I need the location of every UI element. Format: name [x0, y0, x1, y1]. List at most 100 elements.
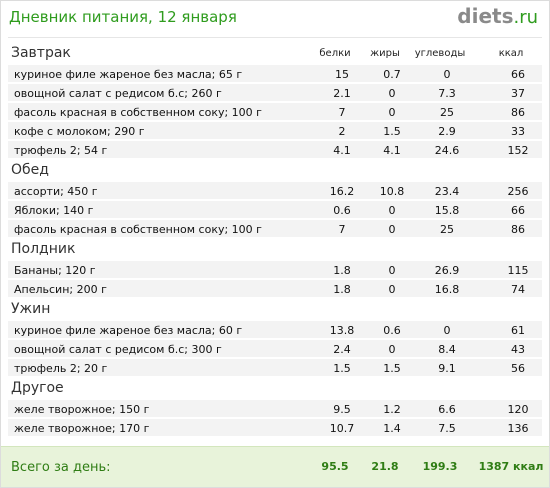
food-row[interactable]: куриное филе жареное без масла; 60 г 13.8…	[8, 320, 542, 339]
food-fat: 1.5	[383, 125, 401, 138]
food-fat: 4.1	[383, 144, 401, 157]
food-protein: 2.1	[333, 87, 351, 100]
food-carbs: 24.6	[434, 144, 460, 157]
food-kcal: 86	[511, 223, 525, 236]
food-name: трюфель 2; 20 г	[14, 362, 108, 375]
food-fat: 1.2	[383, 403, 401, 416]
food-fat: 0	[388, 106, 396, 119]
food-row[interactable]: овощной салат с редисом б.с; 260 г 2.1 0 7.…	[8, 83, 542, 102]
food-protein: 0.6	[333, 204, 351, 217]
logo-name: diets	[457, 4, 514, 28]
food-row[interactable]: куриное филе жареное без масла; 65 г 15 0.…	[8, 64, 542, 83]
header-divider	[8, 37, 542, 38]
food-row[interactable]: трюфель 2; 54 г 4.1 4.1 24.6 152	[8, 140, 542, 159]
food-carbs: 7.3	[438, 87, 456, 100]
page-title: Дневник питания, 12 января	[9, 8, 237, 26]
food-row[interactable]: желе творожное; 150 г 9.5 1.2 6.6 120	[8, 399, 542, 418]
daily-total-bar: Всего за день: 95.5 21.8 199.3 1387 ккал	[1, 446, 549, 487]
food-row[interactable]: Бананы; 120 г 1.8 0 26.9 115	[8, 260, 542, 279]
food-kcal: 33	[511, 125, 525, 138]
section-header: Завтрак белки жиры углеводы ккал	[1, 42, 549, 64]
food-fat: 0	[388, 343, 396, 356]
food-carbs: 2.9	[438, 125, 456, 138]
food-name: желе творожное; 150 г	[14, 403, 150, 416]
food-name: фасоль красная в собственном соку; 100 г	[14, 223, 262, 236]
food-kcal: 136	[507, 422, 529, 435]
food-name: трюфель 2; 54 г	[14, 144, 108, 157]
food-row[interactable]: фасоль красная в собственном соку; 100 г…	[8, 102, 542, 121]
meal-section: Другое желе творожное; 150 г 9.5 1.2 6.6 120 ж…	[1, 377, 549, 437]
total-kcal: 1387 ккал	[478, 460, 544, 473]
food-fat: 0.7	[383, 68, 401, 81]
food-carbs: 16.8	[434, 283, 460, 296]
food-kcal: 43	[511, 343, 525, 356]
column-header-kcal: ккал	[498, 48, 524, 59]
food-name: желе творожное; 170 г	[14, 422, 150, 435]
food-row[interactable]: Яблоки; 140 г 0.6 0 15.8 66	[8, 200, 542, 219]
total-protein: 95.5	[321, 460, 349, 473]
food-row[interactable]: желе творожное; 170 г 10.7 1.4 7.5 136	[8, 418, 542, 437]
food-name: кофе с молоком; 290 г	[14, 125, 145, 138]
column-header-carbs: углеводы	[414, 48, 466, 59]
food-protein: 10.7	[329, 422, 355, 435]
food-row[interactable]: фасоль красная в собственном соку; 100 г…	[8, 219, 542, 238]
food-protein: 1.8	[333, 264, 351, 277]
section-header: Ужин	[1, 298, 549, 320]
food-row[interactable]: овощной салат с редисом б.с; 300 г 2.4 0 8.…	[8, 339, 542, 358]
food-fat: 0	[388, 204, 396, 217]
section-title: Другое	[11, 380, 64, 396]
food-carbs: 0	[443, 68, 451, 81]
total-carbs: 199.3	[422, 460, 458, 473]
food-carbs: 6.6	[438, 403, 456, 416]
food-kcal: 61	[511, 324, 525, 337]
food-carbs: 9.1	[438, 362, 456, 375]
food-name: ассорти; 450 г	[14, 185, 98, 198]
meal-section: Полдник Бананы; 120 г 1.8 0 26.9 115 Апельсин;…	[1, 238, 549, 298]
column-header-fat: жиры	[370, 48, 400, 59]
food-row[interactable]: ассорти; 450 г 16.2 10.8 23.4 256	[8, 181, 542, 200]
food-kcal: 74	[511, 283, 525, 296]
food-carbs: 25	[440, 223, 454, 236]
section-title: Полдник	[11, 241, 76, 257]
food-carbs: 26.9	[434, 264, 460, 277]
food-fat: 0	[388, 264, 396, 277]
food-kcal: 86	[511, 106, 525, 119]
food-fat: 1.5	[383, 362, 401, 375]
food-kcal: 66	[511, 68, 525, 81]
food-name: Яблоки; 140 г	[14, 204, 94, 217]
meal-section: Ужин куриное филе жареное без масла; 60 г…	[1, 298, 549, 377]
food-row[interactable]: кофе с молоком; 290 г 2 1.5 2.9 33	[8, 121, 542, 140]
food-kcal: 56	[511, 362, 525, 375]
food-protein: 16.2	[329, 185, 355, 198]
food-fat: 1.4	[383, 422, 401, 435]
food-protein: 7	[338, 106, 346, 119]
header: Дневник питания, 12 января diets.ru	[1, 1, 549, 37]
food-row[interactable]: трюфель 2; 20 г 1.5 1.5 9.1 56	[8, 358, 542, 377]
food-fat: 0	[388, 223, 396, 236]
total-label: Всего за день:	[11, 460, 111, 475]
food-protein: 1.8	[333, 283, 351, 296]
food-name: куриное филе жареное без масла; 60 г	[14, 324, 243, 337]
section-title: Завтрак	[11, 45, 71, 61]
section-title: Ужин	[11, 301, 51, 317]
meal-section: Завтрак белки жиры углеводы ккал куриное филе…	[1, 42, 549, 159]
total-fat: 21.8	[371, 460, 399, 473]
food-kcal: 152	[507, 144, 529, 157]
food-carbs: 7.5	[438, 422, 456, 435]
site-logo[interactable]: diets.ru	[457, 4, 538, 28]
food-kcal: 115	[507, 264, 529, 277]
food-carbs: 25	[440, 106, 454, 119]
food-name: куриное филе жареное без масла; 65 г	[14, 68, 243, 81]
food-protein: 1.5	[333, 362, 351, 375]
section-header: Обед	[1, 159, 549, 181]
food-protein: 2	[338, 125, 346, 138]
food-protein: 9.5	[333, 403, 351, 416]
food-fat: 0.6	[383, 324, 401, 337]
food-protein: 2.4	[333, 343, 351, 356]
column-header-protein: белки	[319, 48, 351, 59]
food-name: Апельсин; 200 г	[14, 283, 107, 296]
food-protein: 7	[338, 223, 346, 236]
food-row[interactable]: Апельсин; 200 г 1.8 0 16.8 74	[8, 279, 542, 298]
food-carbs: 8.4	[438, 343, 456, 356]
